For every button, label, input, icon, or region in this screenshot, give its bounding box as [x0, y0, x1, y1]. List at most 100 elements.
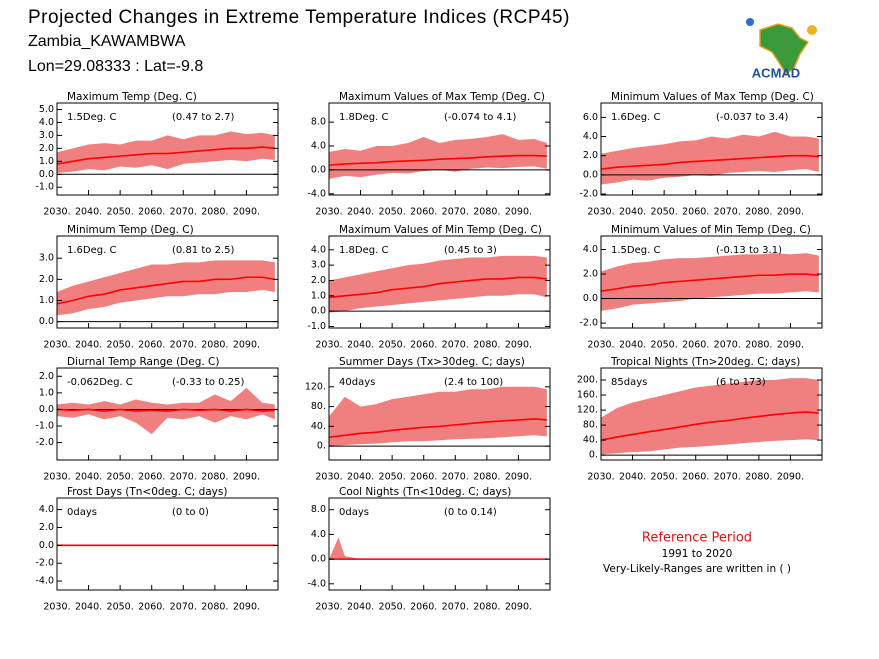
x-tick-label: 2040.	[347, 602, 374, 613]
x-tick-label: 2060.	[410, 602, 437, 613]
x-tick-label: 2050.	[651, 472, 678, 483]
y-tick-label: -2.0	[579, 189, 598, 200]
median-line	[600, 273, 819, 292]
x-tick-label: 2030.	[315, 472, 342, 483]
median-line	[56, 146, 275, 165]
x-tick-label: 2080.	[473, 207, 500, 218]
y-tick-label: 0.	[317, 441, 326, 452]
x-tick-label: 2070.	[170, 472, 197, 483]
y-tick-label: 5.0	[39, 104, 54, 115]
panel-range: (-0.33 to 0.25)	[172, 377, 244, 388]
panel-title: Summer Days (Tx>30deg. C; days)	[339, 356, 525, 368]
plot-frame	[328, 235, 551, 329]
x-tick-label: 2030.	[315, 207, 342, 218]
x-tick-label: 2030.	[315, 340, 342, 351]
logo-sun	[807, 25, 817, 35]
x-tick-label: 2080.	[201, 340, 228, 351]
y-tick-label: 80.	[311, 401, 326, 412]
y-tick-label: -1.0	[35, 421, 54, 432]
y-tick-label: 0.	[589, 450, 598, 461]
reference-note: Very-Likely-Ranges are written in ( )	[603, 563, 791, 575]
y-tick-label: 200.	[577, 375, 598, 386]
x-tick-label: 2050.	[651, 340, 678, 351]
x-tick-label: 2050.	[107, 207, 134, 218]
panel: -1.0 0.0 1.0 2.0 3.0 4.0 5.0 2030. 2040. 2050. 206…	[35, 91, 279, 218]
x-tick-label: 2060.	[138, 207, 165, 218]
x-tick-label: 2090.	[777, 472, 804, 483]
x-tick-label: 2090.	[233, 472, 260, 483]
panel-title: Maximum Temp (Deg. C)	[67, 91, 197, 103]
y-tick-label: -4.0	[307, 578, 326, 589]
median-line	[328, 276, 547, 299]
y-tick-label: 0.0	[583, 293, 598, 304]
x-tick-label: 2050.	[379, 340, 406, 351]
x-tick-label: 2070.	[714, 340, 741, 351]
x-tick-label: 2040.	[75, 602, 102, 613]
y-tick-label: 2.0	[583, 269, 598, 280]
x-tick-label: 2030.	[587, 207, 614, 218]
range-band	[601, 131, 819, 185]
x-tick-label: 2080.	[473, 340, 500, 351]
panel-title: Tropical Nights (Tn>20deg. C; days)	[610, 356, 800, 368]
x-tick-label: 2040.	[75, 340, 102, 351]
x-tick-label: 2050.	[379, 602, 406, 613]
plot-frame	[600, 235, 823, 329]
y-tick-label: 2.0	[583, 150, 598, 161]
panel-range: (0.45 to 3)	[444, 245, 497, 256]
plot-frame	[328, 497, 551, 591]
x-tick-label: 2030.	[587, 340, 614, 351]
y-tick-label: 0.0	[311, 306, 326, 317]
x-tick-label: 2090.	[505, 602, 532, 613]
x-tick-label: 2070.	[714, 207, 741, 218]
y-tick-label: -2.0	[35, 437, 54, 448]
x-tick-label: 2060.	[138, 602, 165, 613]
x-tick-label: 2080.	[201, 207, 228, 218]
x-tick-label: 2060.	[682, 340, 709, 351]
y-tick-label: 1.0	[39, 387, 54, 398]
x-tick-label: 2060.	[682, 472, 709, 483]
x-tick-label: 2030.	[43, 340, 70, 351]
x-tick-label: 2090.	[777, 340, 804, 351]
x-tick-label: 2080.	[201, 472, 228, 483]
x-tick-label: 2040.	[619, 207, 646, 218]
y-tick-label: 2.0	[311, 275, 326, 286]
y-tick-label: -4.0	[307, 188, 326, 199]
range-band	[329, 537, 547, 560]
x-tick-label: 2080.	[201, 602, 228, 613]
panel: -2.0 -1.0 0.0 1.0 2.0 2030. 2040. 2050. 2060. 207…	[35, 356, 279, 483]
x-tick-label: 2060.	[138, 340, 165, 351]
panel-range: (0.47 to 2.7)	[172, 112, 234, 123]
y-tick-label: 80.	[583, 420, 598, 431]
y-tick-label: 4.0	[583, 244, 598, 255]
panel-range: (2.4 to 100)	[444, 377, 503, 388]
x-tick-label: 2040.	[347, 340, 374, 351]
panel-range: (-0.037 to 3.4)	[716, 112, 788, 123]
median-line	[56, 276, 275, 305]
x-tick-label: 2070.	[170, 602, 197, 613]
y-tick-label: -1.0	[35, 182, 54, 193]
panel-annotation: 40days	[339, 377, 375, 388]
y-tick-label: 4.0	[311, 529, 326, 540]
x-tick-label: 2090.	[233, 602, 260, 613]
x-tick-label: 2040.	[75, 207, 102, 218]
y-tick-label: 1.0	[311, 290, 326, 301]
y-tick-label: 8.0	[311, 117, 326, 128]
x-tick-label: 2030.	[315, 602, 342, 613]
panel-annotation: 1.6Deg. C	[67, 245, 116, 256]
range-band	[601, 378, 819, 455]
x-tick-label: 2050.	[379, 207, 406, 218]
panel: -4.0 -2.0 0.0 2.0 4.0 2030. 2040. 2050. 2060. 207…	[35, 486, 279, 613]
range-band	[57, 260, 275, 316]
range-band	[57, 131, 275, 173]
x-tick-label: 2060.	[410, 207, 437, 218]
x-tick-label: 2070.	[170, 340, 197, 351]
x-tick-label: 2030.	[43, 472, 70, 483]
plot-frame	[56, 102, 279, 196]
x-tick-label: 2070.	[442, 340, 469, 351]
logo-drop	[746, 18, 754, 26]
page-subtitle: Zambia_KAWAMBWA	[28, 33, 186, 50]
x-tick-label: 2090.	[777, 207, 804, 218]
y-tick-label: 4.0	[39, 504, 54, 515]
reference-title: Reference Period	[642, 531, 752, 546]
